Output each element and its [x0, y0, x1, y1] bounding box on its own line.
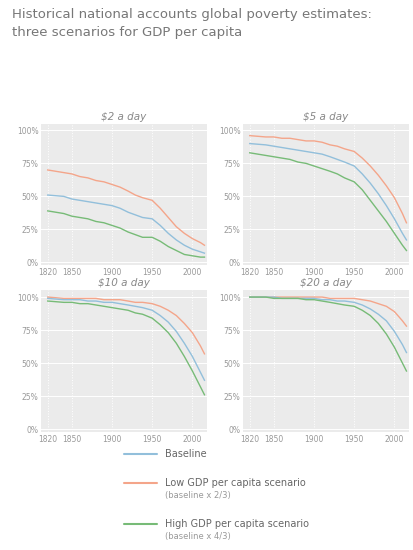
Title: $5 a day: $5 a day	[304, 112, 349, 122]
Title: $10 a day: $10 a day	[98, 278, 150, 288]
Title: $20 a day: $20 a day	[300, 278, 352, 288]
Text: (baseline x 4/3): (baseline x 4/3)	[165, 532, 231, 541]
Text: (baseline x 2/3): (baseline x 2/3)	[165, 491, 231, 500]
Text: High GDP per capita scenario: High GDP per capita scenario	[165, 519, 309, 529]
Text: Baseline: Baseline	[165, 449, 207, 459]
Title: $2 a day: $2 a day	[102, 112, 147, 122]
Text: Low GDP per capita scenario: Low GDP per capita scenario	[165, 478, 306, 488]
Text: Historical national accounts global poverty estimates:
three scenarios for GDP p: Historical national accounts global pove…	[12, 8, 372, 39]
